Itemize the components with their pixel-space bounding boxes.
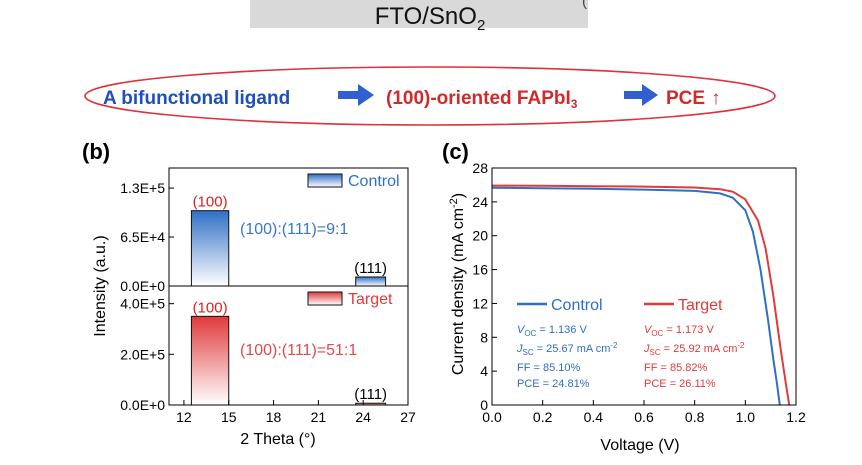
voc-symbol: V xyxy=(517,324,526,336)
voc-subscript: OC xyxy=(524,329,536,338)
panel-c-jv: (c) Current density (mA cm-2) Voltage (V… xyxy=(442,139,806,454)
panel-b-bar xyxy=(355,276,387,287)
panel-b-ratio-annotation: (100):(111)=51:1 xyxy=(240,342,357,359)
panel-b-bar xyxy=(190,315,230,406)
panel-c-x-tick-label: 0.4 xyxy=(584,409,604,425)
jsc-subscript: SC xyxy=(650,348,661,357)
substrate-box xyxy=(250,0,588,28)
banner-oriented-main: (100)-oriented FAPbI xyxy=(386,88,571,109)
jsc-value: = 25.67 mA cm xyxy=(534,343,611,355)
panel-c-y-tick-label: 12 xyxy=(472,295,488,311)
jsc-symbol: J xyxy=(516,343,523,355)
panel-b-x-tick-label: 24 xyxy=(355,409,371,425)
panel-c-x-tick-label: 1.2 xyxy=(786,409,806,425)
voc-value: = 1.173 V xyxy=(663,324,714,336)
panel-b-subplot-frame xyxy=(168,285,409,406)
panel-b-bar-label: (100) xyxy=(193,194,228,211)
panel-c-x-tick-label: 0.2 xyxy=(533,409,553,425)
banner-pce-label: PCE xyxy=(666,88,705,109)
panel-b-y-tick-label: 2.0E+5 xyxy=(120,346,165,362)
voc-symbol: V xyxy=(644,324,653,336)
panel-c-jsc-text: JSC = 25.92 mA cm-2 xyxy=(643,341,745,357)
banner-text-ligand: A bifunctional ligand xyxy=(103,88,290,109)
panel-c-y-axis-title-main: Current density (mA cm xyxy=(450,208,467,375)
panel-b-y-tick-label: 6.5E+4 xyxy=(120,229,165,245)
panel-c-legend-label: Control xyxy=(551,297,603,314)
panel-b-xrd: (b) Intensity (a.u.) 2 Theta (°) (100) (1… xyxy=(82,139,416,448)
panel-c-frame xyxy=(491,167,797,406)
panel-b-legend-label: Target xyxy=(348,291,393,308)
panel-c-jsc-text: JSC = 25.67 mA cm-2 xyxy=(516,341,618,357)
banner-oriented-subscript: 3 xyxy=(571,97,578,111)
panel-b-bar-label: (100) xyxy=(193,299,228,316)
panel-c-x-axis-title: Voltage (V) xyxy=(600,437,679,454)
panel-c-x-tick-label: 0.8 xyxy=(685,409,705,425)
panel-b-legend-swatch xyxy=(307,291,343,306)
panel-c-series-line-control xyxy=(491,186,781,406)
panel-c-ff-text: FF = 85.82% xyxy=(644,362,708,374)
substrate-base: FTO/SnO xyxy=(375,3,477,30)
panel-c-y-tick-label: 8 xyxy=(480,329,488,345)
panel-b-x-tick-label: 18 xyxy=(266,409,282,425)
banner-outline xyxy=(84,66,776,126)
panel-b-x-tick-label: 12 xyxy=(176,409,192,425)
panel-c-ff-text: FF = 85.10% xyxy=(517,362,581,374)
jsc-value: = 25.92 mA cm xyxy=(661,343,738,355)
panel-b-x-tick-label: 15 xyxy=(221,409,237,425)
panel-c-pce-text: PCE = 24.81% xyxy=(517,378,590,390)
panel-b-y-axis-title: Intensity (a.u.) xyxy=(92,235,109,336)
panel-c-y-tick-label: 4 xyxy=(480,363,488,379)
panel-b-ratio-annotation: (100):(111)=9:1 xyxy=(240,221,348,238)
panel-b-y-tick-label: 0.0E+0 xyxy=(120,278,165,294)
substrate-label: FTO/SnO2 xyxy=(375,3,486,34)
jsc-superscript: -2 xyxy=(737,341,745,350)
panel-c-y-axis-title-end: ) xyxy=(450,193,467,198)
panel-b-bar xyxy=(190,210,230,287)
panel-b-label: (b) xyxy=(82,139,110,164)
banner-arrow-2 xyxy=(624,84,658,106)
panel-c-series-line-target xyxy=(491,184,791,406)
jsc-symbol: J xyxy=(643,343,650,355)
banner-arrow-1 xyxy=(338,84,374,106)
panel-b-y-tick-label: 4.0E+5 xyxy=(120,296,165,312)
panel-c-x-tick-label: 1.0 xyxy=(736,409,756,425)
panel-b-bar-label: (111) xyxy=(354,260,387,277)
panel-c-x-tick-label: 0.6 xyxy=(634,409,654,425)
panel-b-x-tick-label: 27 xyxy=(400,409,416,425)
substrate-subscript: 2 xyxy=(477,17,485,34)
banner-up-arrow-glyph: ↑ xyxy=(711,88,721,109)
panel-c-y-tick-label: 24 xyxy=(472,194,488,210)
panel-c-label: (c) xyxy=(442,139,469,164)
panel-b-x-axis-title: 2 Theta (°) xyxy=(240,431,315,448)
jsc-superscript: -2 xyxy=(610,341,618,350)
panel-c-pce-text: PCE = 26.11% xyxy=(644,378,716,390)
banner-text-pce: PCE ↑ xyxy=(666,88,721,109)
panel-c-legend-label: Target xyxy=(678,297,723,314)
banner-text-oriented: (100)-oriented FAPbI3 xyxy=(386,88,578,111)
panel-b-legend-swatch xyxy=(307,173,343,188)
panel-c-voc-text: VOC = 1.136 V xyxy=(517,324,587,338)
panel-c-y-tick-label: 0 xyxy=(480,397,488,413)
panel-b-legend-label: Control xyxy=(348,173,400,190)
panel-c-y-axis-title: Current density (mA cm-2) xyxy=(448,193,467,375)
panel-c-y-axis-title-sup: -2 xyxy=(448,198,460,208)
panel-c-y-tick-label: 28 xyxy=(472,160,488,176)
panel-b-y-tick-label: 0.0E+0 xyxy=(120,397,165,413)
panel-c-x-tick-label: 0.0 xyxy=(482,409,502,425)
panel-c-voc-text: VOC = 1.173 V xyxy=(644,324,714,338)
panel-c-y-tick-label: 20 xyxy=(472,228,488,244)
panel-c-y-tick-label: 16 xyxy=(472,262,488,278)
panel-b-bar-label: (111) xyxy=(354,386,387,403)
voc-value: = 1.136 V xyxy=(536,324,587,336)
jsc-subscript: SC xyxy=(523,348,534,357)
substrate-tail: ( xyxy=(582,0,587,10)
voc-subscript: OC xyxy=(651,329,663,338)
panel-b-y-tick-label: 1.3E+5 xyxy=(120,180,165,196)
figure-header: FTO/SnO2 ( A bifunctional ligand (100)-o… xyxy=(84,0,776,126)
panel-b-x-tick-label: 21 xyxy=(311,409,327,425)
